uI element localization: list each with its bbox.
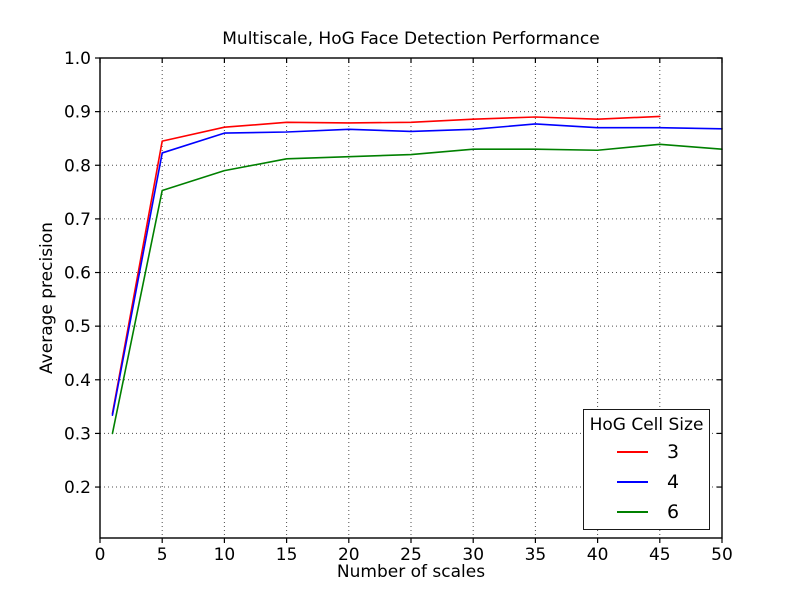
legend-entry: 3: [584, 437, 709, 467]
x-tick-label: 5: [157, 545, 168, 565]
x-axis-label: Number of scales: [336, 562, 486, 582]
legend-line-swatch-red: [617, 451, 648, 453]
y-tick-label: 1.0: [64, 49, 91, 69]
x-tick-label: 0: [95, 545, 106, 565]
y-tick-label: 0.3: [64, 424, 91, 444]
legend-entry: 6: [584, 497, 709, 527]
y-tick-label: 0.5: [64, 317, 91, 337]
y-tick-label: 0.6: [64, 264, 91, 284]
legend-title: HoG Cell Size: [589, 415, 704, 435]
chart-title: Multiscale, HoG Face Detection Performan…: [222, 29, 600, 49]
y-tick-label: 0.9: [64, 103, 91, 123]
legend-entry-label: 3: [667, 441, 680, 463]
series-line-6: [111, 143, 723, 435]
legend-entry: 4: [584, 467, 709, 497]
x-tick-label: 30: [462, 545, 484, 565]
x-tick-label: 45: [649, 545, 671, 565]
x-tick-label: 15: [276, 545, 298, 565]
legend: HoG Cell Size 3 4 6: [583, 409, 710, 530]
legend-rows: 3 4 6: [584, 437, 709, 527]
x-tick-label: 40: [587, 545, 609, 565]
x-tick-label: 10: [214, 545, 236, 565]
y-tick-label: 0.4: [64, 371, 91, 391]
legend-line-swatch-green: [617, 511, 648, 513]
x-tick-label: 35: [525, 545, 547, 565]
y-tick-label: 0.7: [64, 210, 91, 230]
series-line-3: [111, 115, 661, 415]
legend-line-swatch-blue: [617, 481, 648, 483]
legend-entry-label: 4: [667, 471, 680, 493]
y-tick-label: 0.2: [64, 478, 91, 498]
y-tick-label: 0.8: [64, 156, 91, 176]
x-tick-label: 50: [711, 545, 733, 565]
legend-entry-label: 6: [667, 501, 680, 523]
x-tick-label: 25: [400, 545, 422, 565]
y-axis-label: Average precision: [37, 222, 57, 374]
x-tick-label: 20: [338, 545, 360, 565]
series-line-4: [111, 123, 723, 416]
